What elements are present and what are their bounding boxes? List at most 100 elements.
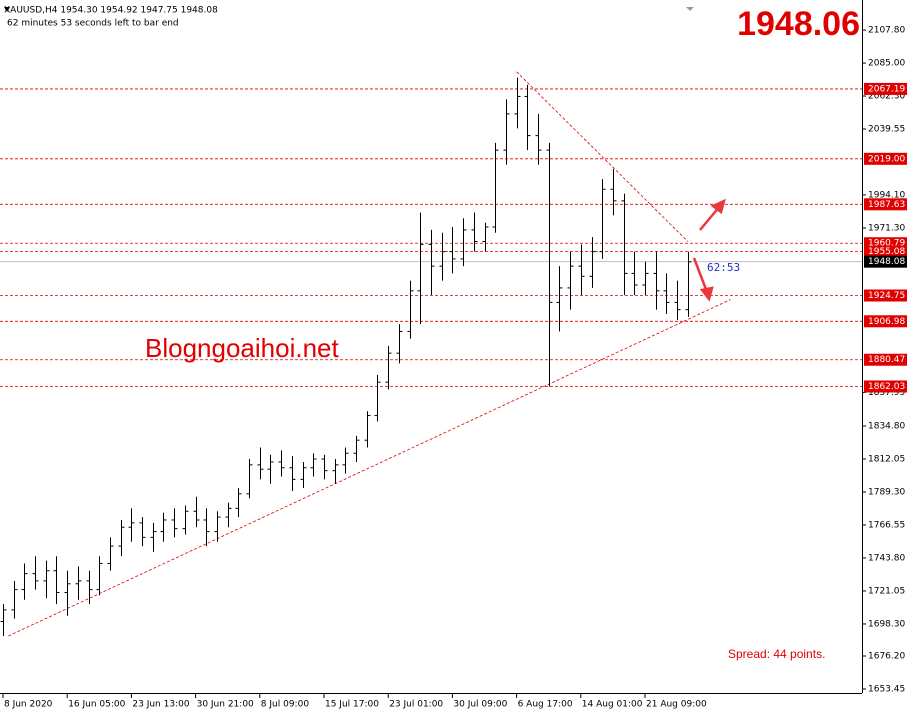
level-label-box [864,353,907,366]
ohlc-bar [428,229,435,296]
y-tick-label: 2062.30 [868,92,905,102]
ohlc-bar [193,496,200,528]
down-arrow [692,257,709,293]
ohlc-bar [267,454,274,484]
ohlc-bar [374,374,381,422]
ohlc-bar [171,508,178,538]
ohlc-bar [417,212,424,325]
level-label-box [864,315,907,328]
ohlc-bar [160,512,167,542]
level-label-box [864,380,907,393]
chart-title: XAUUSD,H4 1954.30 1954.92 1947.75 1948.0… [4,6,218,16]
ohlc-bar [257,447,264,480]
level-label: 1862.03 [868,382,905,392]
ohlc-bar [0,604,7,636]
level-label-box [864,245,907,258]
current-price-label: 1948.08 [868,257,905,267]
y-tick-label: 2039.55 [868,125,905,135]
x-tick-label: 23 Jul 01:00 [389,700,443,710]
ohlc-bar [524,84,531,151]
y-tick-label: 1653.45 [868,685,905,695]
ohlc-bar [642,261,649,296]
plot-area [0,71,862,637]
level-label: 1987.63 [868,200,905,210]
ohlc-bar [21,563,28,600]
ohlc-bar [396,324,403,364]
ohlc-bar [546,142,553,387]
x-tick-label: 30 Jul 09:00 [453,700,507,710]
ohlc-bar [503,99,510,165]
ohlc-bar [342,447,349,474]
ohlc-bar [182,505,189,535]
ohlc-bar [663,273,670,315]
down-arrow-head [699,286,714,302]
ohlc-bar [225,502,232,528]
ohlc-bar [514,77,521,129]
ohlc-bar [685,251,692,317]
ohlc-bar [107,537,114,571]
ohlc-bar [610,168,617,216]
ohlc-bar [353,435,360,462]
ohlc-bar [43,560,50,599]
ohlc-bar [599,179,606,259]
y-tick-label: 1994.10 [868,190,905,200]
ohlc-bar [674,280,681,320]
ohlc-bar [407,280,414,339]
y-tick-label: 1812.05 [868,454,905,464]
ohlc-bar [64,570,71,616]
y-tick-label: 2107.80 [868,26,905,36]
ohlc-bar [203,508,210,547]
level-label-box [864,82,907,95]
ohlc-bar [118,519,125,557]
ohlc-bar [535,113,542,165]
ohlc-bar [482,222,489,252]
trendline [8,299,731,637]
ohlc-bar [75,566,82,600]
x-tick-label: 23 Jun 13:00 [132,700,189,710]
ohlc-bar [364,411,371,448]
chart-subtitle: 62 minutes 53 seconds left to bar end [7,19,179,29]
ohlc-bar [556,266,563,332]
y-tick-label: 1834.80 [868,421,905,431]
ohlc-bar [449,226,456,274]
ohlc-bar [150,522,157,552]
price-display: 1948.06 [737,5,860,43]
y-tick-label: 1698.30 [868,619,905,629]
level-label-box [864,152,907,165]
current-price-box [864,255,907,268]
level-label: 1955.08 [868,247,905,257]
ohlc-bar [246,459,253,499]
level-label: 1924.75 [868,291,905,301]
x-tick-label: 16 Jun 05:00 [68,700,125,710]
y-tick-label: 1789.30 [868,487,905,497]
ohlc-bar [128,508,135,542]
ohlc-bar [86,570,93,605]
ohlc-bar [321,454,328,480]
arrows [692,198,726,302]
ohlc-bar [385,345,392,390]
ohlc-bar [631,251,638,296]
y-tick-label: 1857.95 [868,388,905,398]
ohlc-bar [289,456,296,491]
y-tick-label: 1676.20 [868,652,905,662]
bar-timer: 62:53 [707,261,740,274]
x-tick-label: 21 Aug 09:00 [646,700,707,710]
symbol-icon [4,7,10,12]
ohlc-bar [235,488,242,518]
ohlc-bar [589,237,596,288]
ohlc-bar [471,212,478,252]
up-arrow-head [710,198,726,215]
ohlc-bar [214,511,221,542]
x-tick-label: 15 Jul 17:00 [325,700,379,710]
y-tick-label: 1971.30 [868,224,905,234]
spread-label: Spread: 44 points. [728,647,825,661]
ohlc-bar [96,556,103,596]
ohlc-bar [621,193,628,296]
x-tick-label: 8 Jul 09:00 [261,700,310,710]
level-label: 2067.19 [868,84,905,94]
level-label: 2019.00 [868,154,905,164]
ohlc-bar [11,580,18,619]
ohlc-bar [460,218,467,267]
ohlc-bar [653,251,660,310]
